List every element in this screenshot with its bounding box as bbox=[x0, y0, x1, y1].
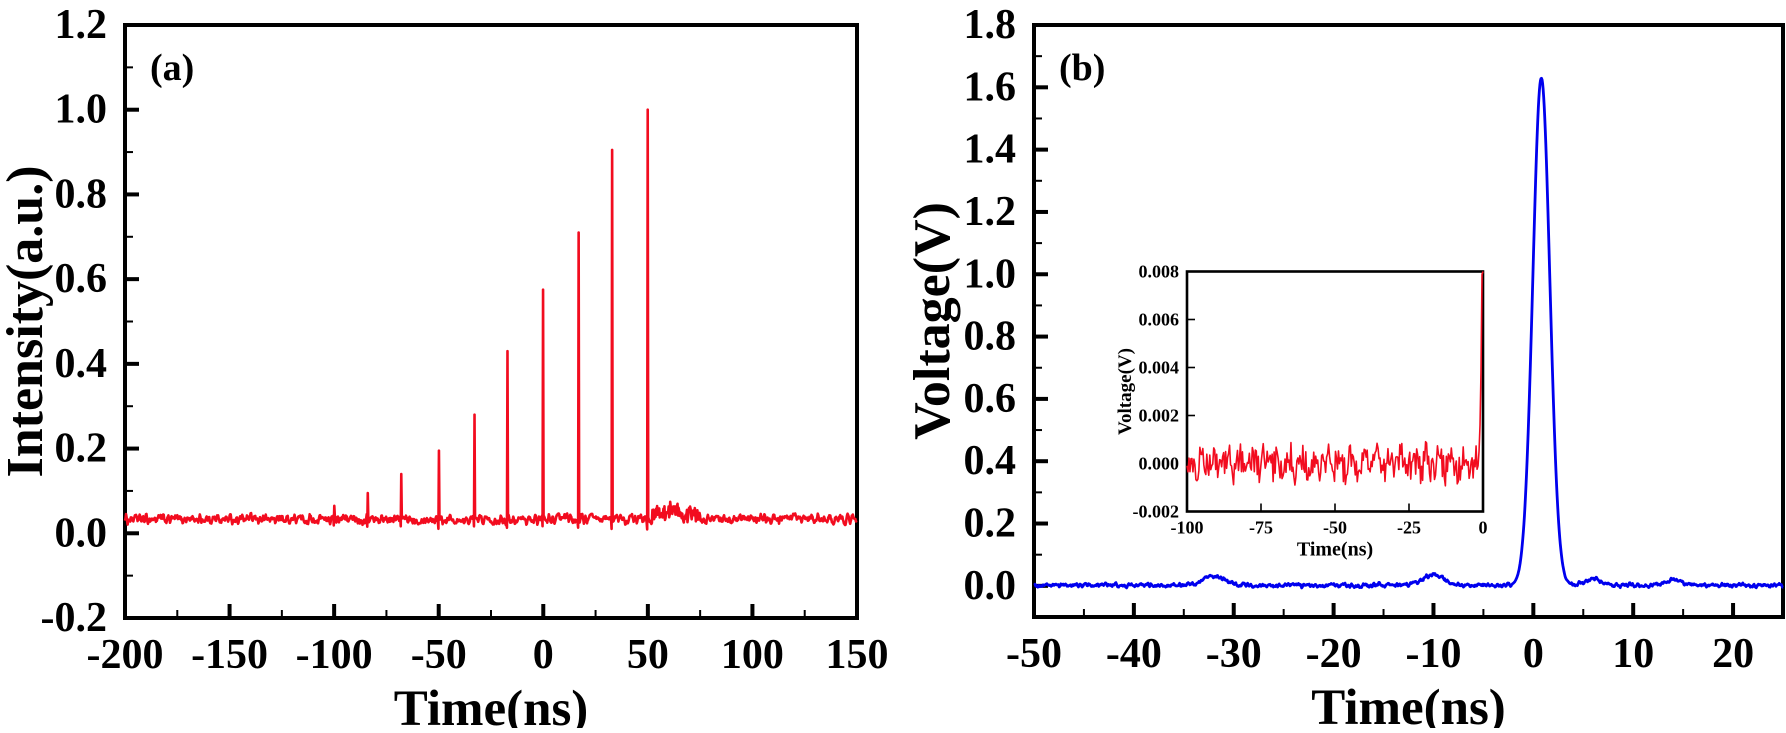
svg-text:-150: -150 bbox=[191, 632, 268, 678]
svg-text:0.8: 0.8 bbox=[964, 314, 1017, 360]
svg-text:0.0: 0.0 bbox=[55, 510, 108, 556]
svg-text:Time(ns): Time(ns) bbox=[1297, 539, 1373, 561]
svg-text:1.8: 1.8 bbox=[964, 2, 1017, 48]
svg-text:0.4: 0.4 bbox=[55, 341, 108, 387]
svg-text:Time(ns): Time(ns) bbox=[1311, 680, 1506, 728]
svg-text:0.6: 0.6 bbox=[964, 376, 1017, 422]
svg-text:-50: -50 bbox=[411, 632, 467, 678]
svg-text:0.4: 0.4 bbox=[964, 438, 1017, 484]
svg-text:1.0: 1.0 bbox=[964, 251, 1017, 297]
svg-text:0.002: 0.002 bbox=[1139, 406, 1180, 426]
svg-text:Voltage(V): Voltage(V) bbox=[904, 202, 961, 440]
svg-text:-50: -50 bbox=[1006, 631, 1062, 677]
svg-text:20: 20 bbox=[1712, 631, 1754, 677]
svg-text:-200: -200 bbox=[87, 632, 164, 678]
svg-text:(b): (b) bbox=[1059, 47, 1105, 89]
svg-text:0.2: 0.2 bbox=[55, 426, 108, 472]
svg-text:Time(ns): Time(ns) bbox=[394, 681, 589, 728]
svg-text:-30: -30 bbox=[1206, 631, 1262, 677]
svg-text:-75: -75 bbox=[1249, 518, 1273, 538]
svg-text:0.000: 0.000 bbox=[1139, 454, 1180, 474]
svg-text:-40: -40 bbox=[1106, 631, 1162, 677]
svg-text:-50: -50 bbox=[1323, 518, 1347, 538]
svg-text:Voltage(V): Voltage(V) bbox=[1115, 348, 1136, 435]
svg-text:-20: -20 bbox=[1306, 631, 1362, 677]
svg-text:0.8: 0.8 bbox=[55, 171, 108, 217]
svg-text:0.6: 0.6 bbox=[55, 256, 108, 302]
svg-text:-100: -100 bbox=[296, 632, 373, 678]
svg-text:-10: -10 bbox=[1405, 631, 1461, 677]
svg-text:-25: -25 bbox=[1397, 518, 1421, 538]
svg-text:0.008: 0.008 bbox=[1139, 262, 1180, 282]
svg-text:0.2: 0.2 bbox=[964, 501, 1017, 547]
svg-text:0.004: 0.004 bbox=[1139, 358, 1180, 378]
svg-text:0.006: 0.006 bbox=[1139, 310, 1180, 330]
svg-text:0: 0 bbox=[533, 632, 554, 678]
svg-text:(a): (a) bbox=[150, 47, 194, 89]
svg-text:1.6: 1.6 bbox=[964, 64, 1017, 110]
svg-text:0: 0 bbox=[1479, 518, 1488, 538]
svg-text:0.0: 0.0 bbox=[964, 563, 1017, 609]
svg-text:10: 10 bbox=[1612, 631, 1654, 677]
svg-text:Intensity(a.u.): Intensity(a.u.) bbox=[0, 165, 54, 477]
svg-text:1.2: 1.2 bbox=[55, 2, 108, 48]
svg-text:150: 150 bbox=[826, 632, 889, 678]
svg-text:100: 100 bbox=[721, 632, 784, 678]
svg-text:50: 50 bbox=[627, 632, 669, 678]
svg-text:0: 0 bbox=[1523, 631, 1544, 677]
svg-text:1.2: 1.2 bbox=[964, 189, 1017, 235]
svg-text:1.4: 1.4 bbox=[964, 127, 1017, 173]
svg-text:1.0: 1.0 bbox=[55, 87, 108, 133]
svg-text:-100: -100 bbox=[1171, 518, 1204, 538]
